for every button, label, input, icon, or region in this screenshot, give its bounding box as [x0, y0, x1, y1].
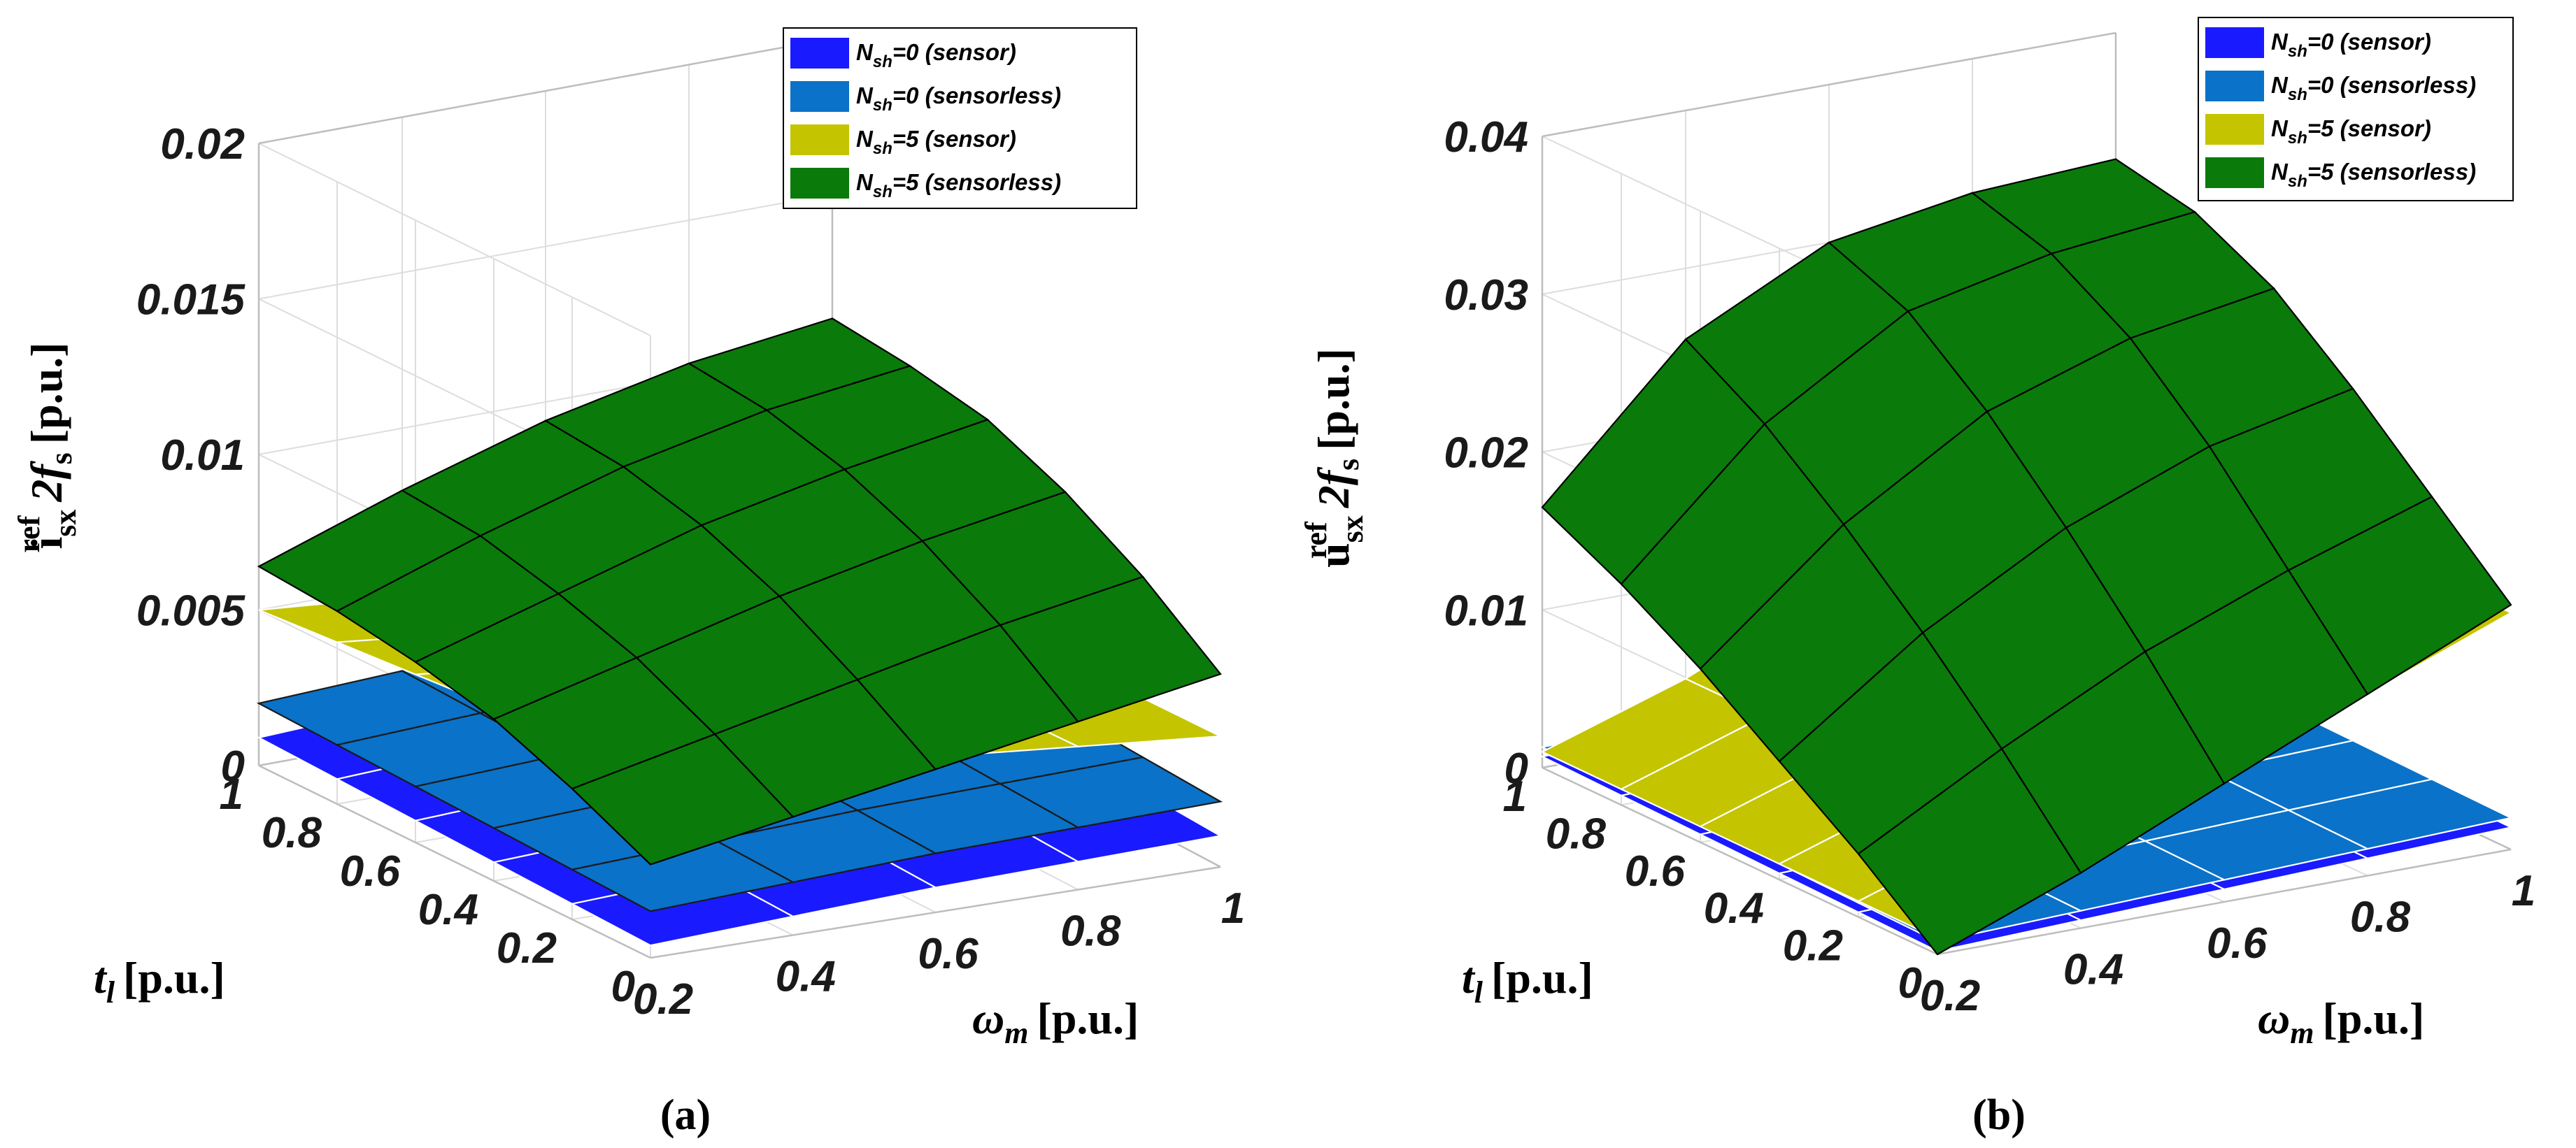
z-tick-label: 0.005	[136, 587, 246, 636]
panel-b-caption: (b)	[1972, 1091, 2026, 1139]
y-tick-label: 0	[1898, 959, 1922, 1007]
y-tick-label: 0	[611, 963, 635, 1011]
z-tick-label: 0.04	[1444, 113, 1528, 162]
y-tick-label: 0.4	[1704, 884, 1764, 933]
surface-patch	[2287, 496, 2512, 696]
y-tick-label: 0.4	[418, 886, 478, 934]
grid-line	[258, 143, 651, 336]
surface-patch	[999, 575, 1222, 723]
surface-3	[257, 317, 1222, 866]
x-tick-label: 0.8	[1060, 907, 1121, 956]
legend-swatch	[2205, 71, 2264, 101]
x-tick-label: 1	[1221, 884, 1245, 933]
y-tick-label: 0.8	[1546, 810, 1607, 858]
panel-a-y-axis-label: tl [p.u.]	[94, 953, 225, 1010]
x-tick-label: 0.4	[2063, 946, 2123, 994]
z-tick-label: 0.03	[1444, 271, 1528, 320]
z-tick-label: 0.02	[160, 120, 245, 168]
surface-patch	[997, 756, 1223, 828]
x-tick-label: 0.6	[918, 930, 979, 978]
legend-swatch	[2205, 114, 2264, 145]
legend-label: Nsh=5 (sensorless)	[856, 169, 1061, 201]
surface-patch	[2286, 778, 2514, 850]
x-tick-label: 0.6	[2207, 919, 2268, 968]
y-tick-label: 0.2	[497, 924, 557, 973]
legend-label: Nsh=5 (sensorless)	[2271, 159, 2476, 191]
x-tick-label: 0.2	[633, 975, 693, 1024]
legend-label: Nsh=0 (sensor)	[856, 39, 1016, 71]
axis-edge	[258, 37, 833, 145]
legend-swatch	[2205, 27, 2264, 58]
panel-a-surfaces	[256, 317, 1224, 947]
y-tick-label: 1	[220, 770, 243, 819]
y-tick-label: 0.6	[340, 847, 401, 896]
x-tick-label: 0.8	[2350, 894, 2411, 942]
axis-edge	[1542, 31, 2116, 138]
surface-3	[1541, 158, 2512, 956]
z-tick-label: 0	[1504, 745, 1528, 793]
z-tick-label: 0.01	[160, 431, 245, 480]
panel-b: 00.010.020.030.040.20.40.60.8100.20.40.6…	[1299, 17, 2535, 1139]
panel-a-legend: Nsh=0 (sensor) Nsh=0 (sensorless) Nsh=5 (s…	[783, 27, 1137, 209]
axis-edge	[1937, 848, 2512, 956]
panel-b-y-axis-label: tl [p.u.]	[1462, 953, 1593, 1010]
legend-label: Nsh=0 (sensorless)	[856, 82, 1061, 115]
legend-swatch	[790, 38, 849, 69]
y-tick-label: 0.2	[1783, 922, 1843, 970]
axis-edge	[258, 764, 651, 959]
axis-edge	[1542, 766, 1938, 956]
legend-label: Nsh=5 (sensor)	[856, 126, 1016, 158]
y-tick-label: 0.6	[1625, 847, 1686, 896]
z-tick-label: 0.01	[1444, 587, 1528, 635]
y-tick-label: 0.8	[262, 809, 322, 857]
x-tick-label: 0.4	[776, 953, 836, 1001]
legend-swatch	[2205, 157, 2264, 188]
z-tick-label: 0.015	[136, 276, 246, 324]
x-tick-label: 0.2	[1920, 972, 1980, 1020]
panel-a-z-axis-label: isxref2fs[p.u.]	[12, 342, 83, 552]
z-tick-label: 0	[221, 742, 245, 791]
panel-b-ticks: 00.010.020.030.040.20.40.60.8100.20.40.6…	[1444, 113, 2535, 1020]
panel-a-x-axis-label: ωm [p.u.]	[972, 993, 1139, 1050]
z-tick-label: 0.02	[1444, 429, 1528, 478]
panel-b-legend: Nsh=0 (sensor) Nsh=0 (sensorless) Nsh=5 (s…	[2198, 17, 2514, 201]
panel-b-z-axis-label: usxref2fs[p.u.]	[1299, 348, 1369, 568]
panel-a-caption: (a)	[660, 1091, 711, 1139]
x-tick-label: 1	[2512, 867, 2535, 915]
y-tick-label: 1	[1503, 773, 1527, 821]
legend-swatch	[790, 81, 849, 112]
panel-b-x-axis-label: ωm [p.u.]	[2258, 993, 2424, 1050]
legend-swatch	[790, 124, 849, 155]
legend-label: Nsh=5 (sensor)	[2271, 115, 2431, 148]
axis-edge	[650, 866, 1221, 959]
legend-label: Nsh=0 (sensorless)	[2271, 72, 2476, 104]
legend-swatch	[790, 168, 849, 199]
legend-label: Nsh=0 (sensor)	[2271, 29, 2431, 61]
panel-b-surfaces	[1539, 158, 2514, 956]
